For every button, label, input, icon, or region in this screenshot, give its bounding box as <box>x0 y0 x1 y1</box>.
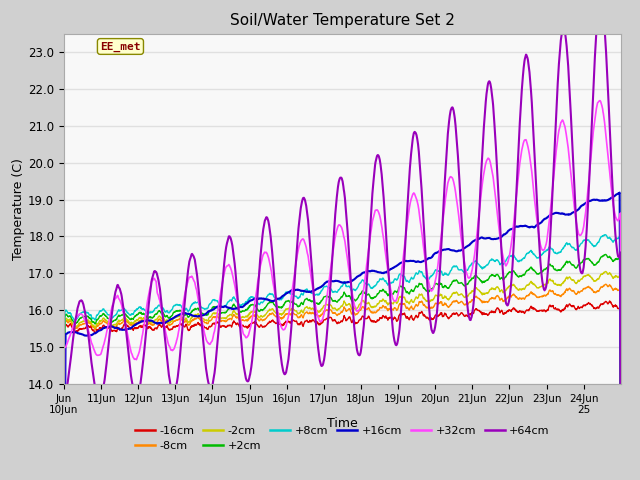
+32cm <box>429 287 436 293</box>
+16cm <box>616 190 623 195</box>
-2cm <box>602 269 609 275</box>
+32cm <box>184 279 191 285</box>
+32cm <box>246 326 254 332</box>
+8cm <box>502 258 509 264</box>
+64cm <box>429 330 436 336</box>
+2cm <box>429 285 436 291</box>
+16cm <box>551 210 559 216</box>
+64cm <box>597 0 605 2</box>
-8cm <box>551 291 559 297</box>
+2cm <box>551 267 559 273</box>
Line: +8cm: +8cm <box>64 235 621 480</box>
-2cm <box>246 310 254 316</box>
-16cm <box>246 322 254 328</box>
+8cm <box>429 272 436 277</box>
+8cm <box>184 308 191 314</box>
+64cm <box>551 143 559 149</box>
+64cm <box>617 464 625 470</box>
Line: +2cm: +2cm <box>64 254 621 480</box>
+64cm <box>502 297 509 303</box>
-2cm <box>551 281 559 287</box>
-2cm <box>502 288 509 293</box>
+32cm <box>502 262 509 268</box>
-2cm <box>184 319 191 325</box>
+32cm <box>551 163 559 169</box>
+16cm <box>502 231 509 237</box>
Line: +32cm: +32cm <box>64 101 621 480</box>
Line: +64cm: +64cm <box>64 0 621 480</box>
X-axis label: Time: Time <box>327 417 358 430</box>
+16cm <box>184 311 191 317</box>
-8cm <box>602 281 609 287</box>
Y-axis label: Temperature (C): Temperature (C) <box>12 158 26 260</box>
+16cm <box>429 253 436 259</box>
+2cm <box>184 314 191 320</box>
-2cm <box>429 297 436 302</box>
+2cm <box>246 303 254 309</box>
+8cm <box>170 302 178 308</box>
+2cm <box>502 274 509 280</box>
+2cm <box>170 309 178 314</box>
+16cm <box>246 298 254 304</box>
+8cm <box>602 232 609 238</box>
-8cm <box>184 322 191 328</box>
Line: -8cm: -8cm <box>64 284 621 480</box>
-8cm <box>246 314 254 320</box>
+64cm <box>184 270 191 276</box>
+32cm <box>617 438 625 444</box>
-16cm <box>502 310 509 316</box>
Text: EE_met: EE_met <box>100 41 141 51</box>
-8cm <box>502 297 509 303</box>
+16cm <box>170 315 178 321</box>
+32cm <box>170 346 178 351</box>
-8cm <box>429 304 436 310</box>
Line: -16cm: -16cm <box>64 301 621 480</box>
+8cm <box>551 250 559 256</box>
-16cm <box>551 306 559 312</box>
+64cm <box>170 390 178 396</box>
-2cm <box>170 314 178 320</box>
Line: +16cm: +16cm <box>64 192 621 480</box>
-16cm <box>184 327 191 333</box>
+8cm <box>246 295 254 300</box>
+2cm <box>602 252 609 257</box>
+32cm <box>596 98 604 104</box>
+16cm <box>617 455 625 461</box>
Legend: -16cm, -8cm, -2cm, +2cm, +8cm, +16cm, +32cm, +64cm: -16cm, -8cm, -2cm, +2cm, +8cm, +16cm, +3… <box>131 421 554 456</box>
-16cm <box>429 316 436 322</box>
-16cm <box>605 298 613 304</box>
Title: Soil/Water Temperature Set 2: Soil/Water Temperature Set 2 <box>230 13 455 28</box>
+64cm <box>246 372 254 377</box>
Line: -2cm: -2cm <box>64 272 621 480</box>
-16cm <box>170 324 178 329</box>
-8cm <box>170 318 178 324</box>
